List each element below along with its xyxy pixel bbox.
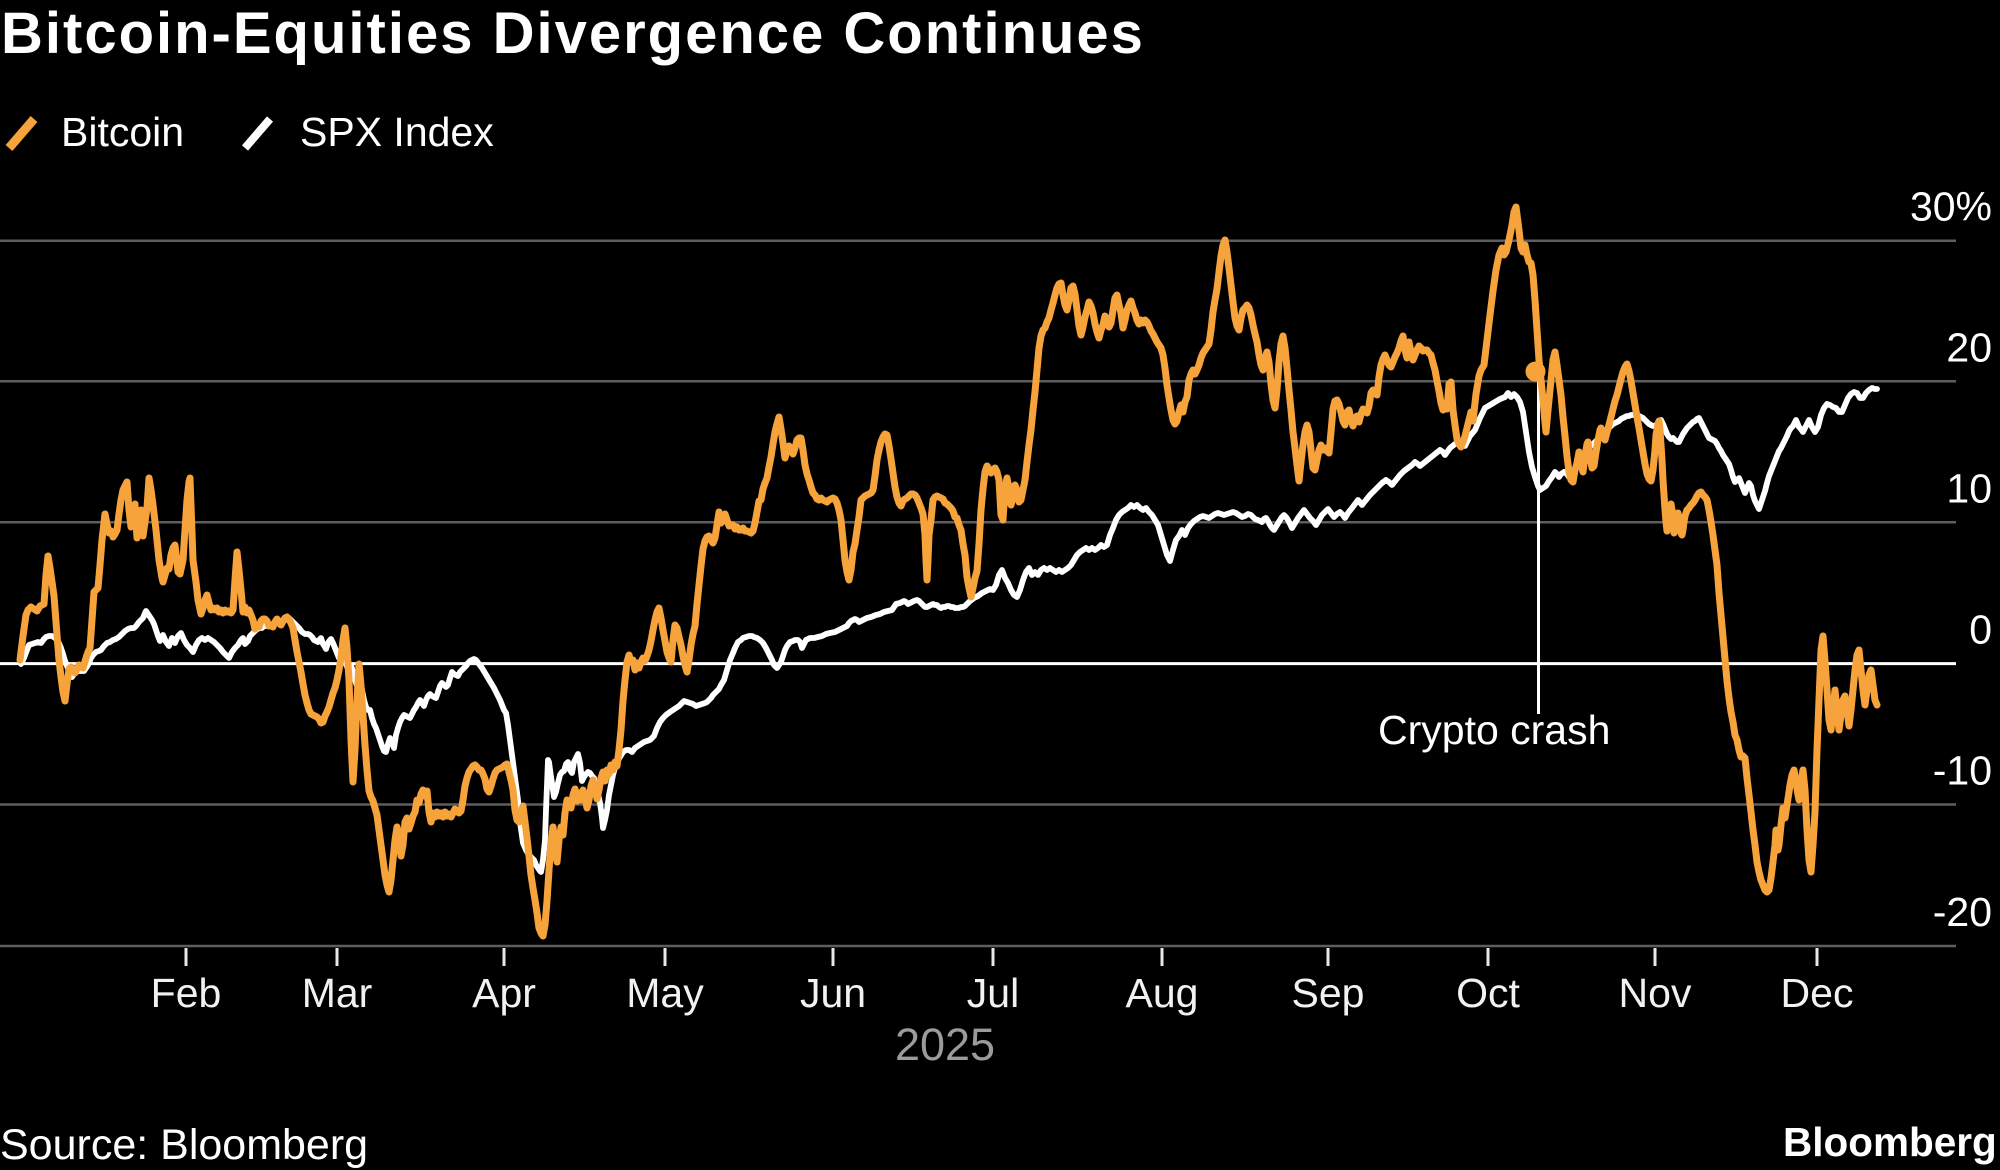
svg-text:Feb: Feb	[151, 970, 222, 1016]
svg-text:Dec: Dec	[1781, 970, 1854, 1016]
svg-text:Sep: Sep	[1292, 970, 1365, 1016]
svg-text:Jun: Jun	[800, 970, 866, 1016]
svg-text:Apr: Apr	[472, 970, 536, 1016]
svg-text:Oct: Oct	[1456, 970, 1520, 1016]
svg-text:Aug: Aug	[1126, 970, 1199, 1016]
svg-text:20: 20	[1946, 324, 1992, 370]
svg-text:Nov: Nov	[1619, 970, 1692, 1016]
svg-text:May: May	[626, 970, 704, 1016]
svg-text:Crypto crash: Crypto crash	[1378, 707, 1610, 753]
svg-text:-20: -20	[1933, 889, 1992, 935]
svg-text:10: 10	[1946, 465, 1992, 511]
svg-text:Jul: Jul	[967, 970, 1019, 1016]
svg-text:Mar: Mar	[302, 970, 373, 1016]
svg-text:0: 0	[1969, 607, 1992, 653]
svg-text:30%: 30%	[1910, 184, 1992, 230]
svg-text:2025: 2025	[895, 1019, 995, 1070]
svg-text:-10: -10	[1933, 748, 1992, 794]
